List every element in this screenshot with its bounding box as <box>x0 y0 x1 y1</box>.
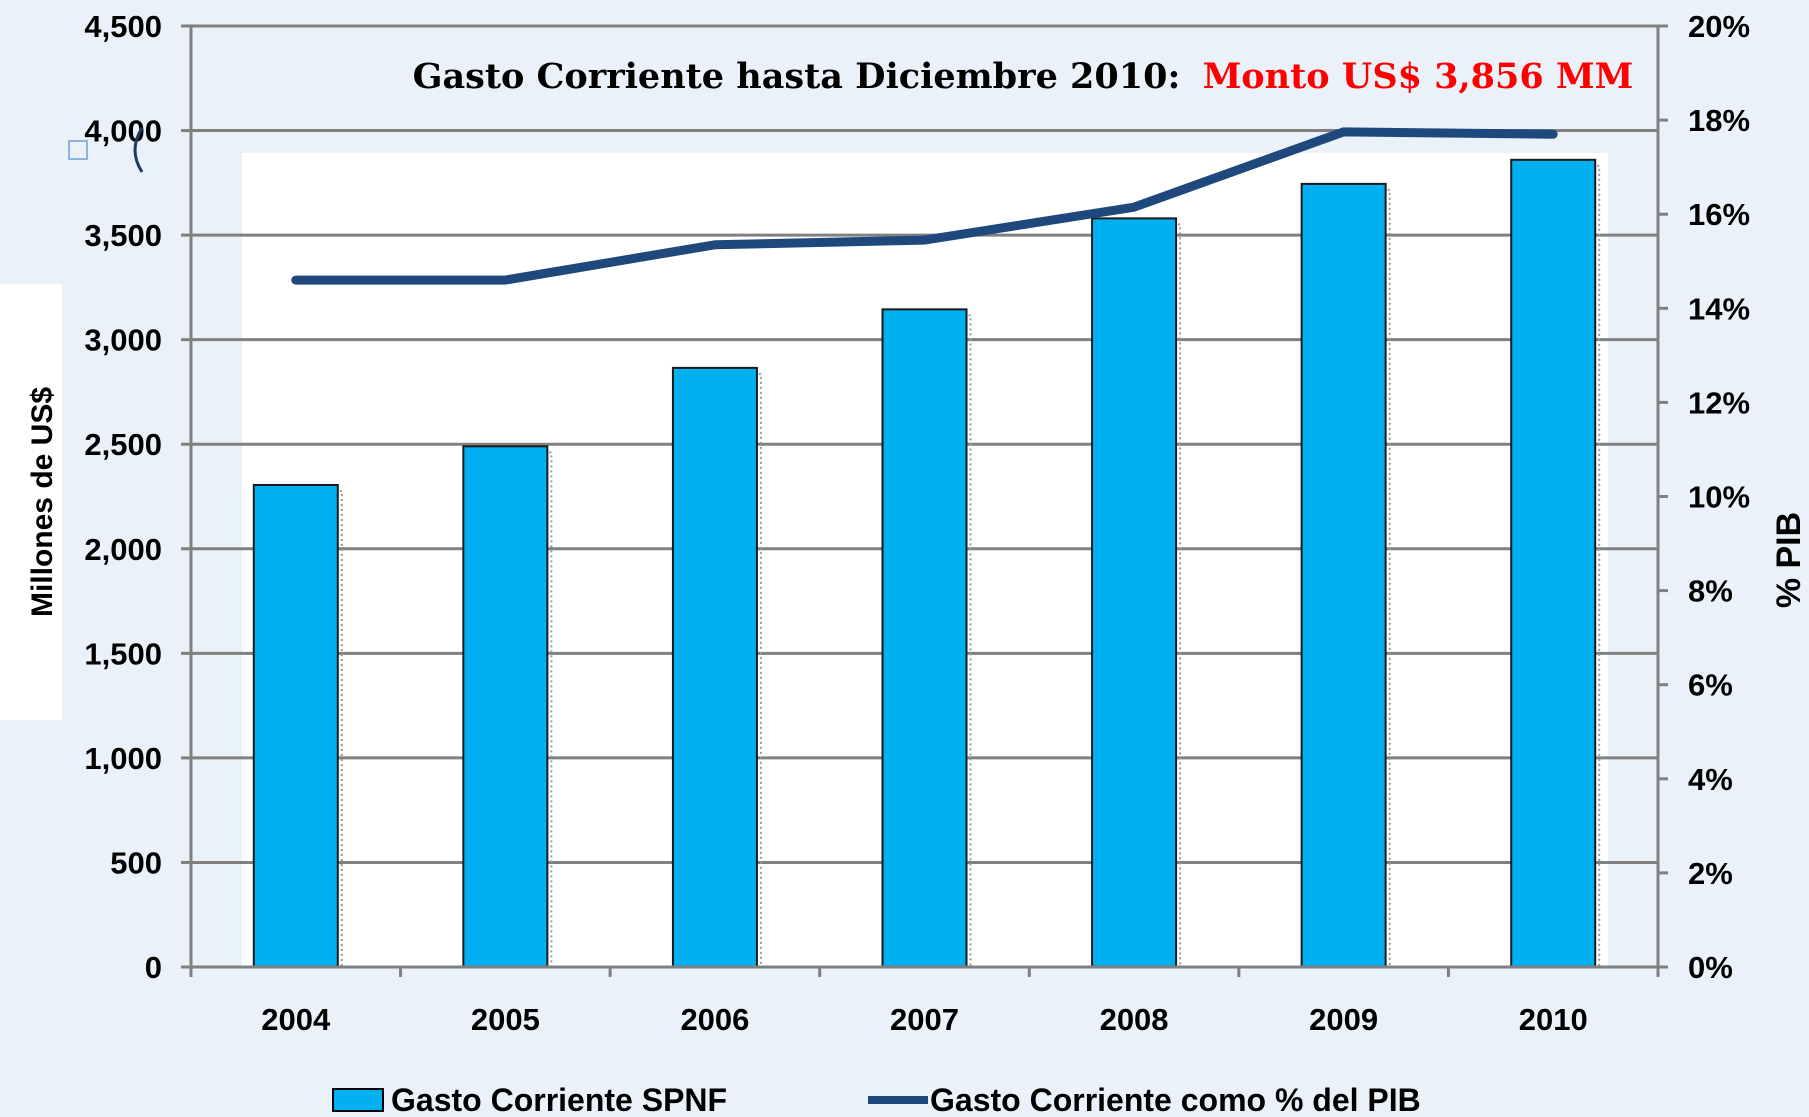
right-tick-label: 4% <box>1688 762 1733 797</box>
line-point <box>923 239 926 242</box>
left-tick-label: 1,500 <box>84 636 162 671</box>
left-tick-label: 4,000 <box>84 114 162 149</box>
line-series <box>291 127 1558 285</box>
left-tick-label: 500 <box>110 845 162 880</box>
x-tick-label: 2006 <box>680 1002 749 1037</box>
bar <box>1510 158 1597 968</box>
bar <box>671 366 758 968</box>
right-tick-label: 20% <box>1688 9 1750 44</box>
chart-title: Gasto Corriente hasta Diciembre 2010: Mo… <box>413 56 1634 97</box>
x-tick-label: 2010 <box>1519 1002 1588 1037</box>
line-point <box>504 279 507 282</box>
line-point <box>294 279 297 282</box>
left-tick-label: 2,500 <box>84 427 162 462</box>
right-tick-label: 6% <box>1688 668 1733 703</box>
left-tick-label: 3,500 <box>84 218 162 253</box>
placeholder-square-icon <box>68 140 88 160</box>
bar <box>1091 217 1178 969</box>
paren-mark-icon <box>133 127 144 173</box>
legend-swatch-bars <box>332 1088 384 1112</box>
right-tick-label: 16% <box>1688 197 1750 232</box>
bar <box>252 483 339 968</box>
x-tick-label: 2007 <box>890 1002 959 1037</box>
right-tick-label: 10% <box>1688 480 1750 515</box>
chart-title-main: Gasto Corriente hasta Diciembre 2010: <box>413 56 1181 97</box>
x-tick-label: 2005 <box>471 1002 540 1037</box>
right-tick-label: 8% <box>1688 574 1733 609</box>
left-tick-label: 3,000 <box>84 323 162 358</box>
legend-label-line: Gasto Corriente como % del PIB <box>930 1082 1421 1117</box>
right-tick-label: 0% <box>1688 950 1733 985</box>
bar-series <box>252 158 1601 969</box>
bar <box>881 308 968 968</box>
line-point <box>1342 130 1345 133</box>
y-axis-label-background <box>0 284 62 720</box>
right-tick-label: 12% <box>1688 385 1750 420</box>
right-axis-ticks: 0% 2% 4% 6% 8% 10% 12% 14% 16% 18% 20% <box>1658 9 1750 985</box>
x-tick-label: 2008 <box>1100 1002 1169 1037</box>
line-point <box>1552 133 1555 136</box>
left-tick-label: 4,500 <box>84 9 162 44</box>
left-axis-ticks: 0 500 1,000 1,500 2,000 2,500 3,000 3,500 4,000 4… <box>84 9 191 985</box>
right-tick-label: 2% <box>1688 856 1733 891</box>
bar <box>462 445 549 968</box>
x-tick-label: 2009 <box>1309 1002 1378 1037</box>
left-tick-label: 1,000 <box>84 741 162 776</box>
x-axis-ticks: 2004 2005 2006 2007 2008 2009 2010 <box>189 967 1660 1037</box>
legend: Gasto Corriente SPNF Gasto Corriente com… <box>332 1082 1421 1117</box>
y2-axis-label: % PIB <box>1770 512 1808 608</box>
left-tick-label: 2,000 <box>84 532 162 567</box>
legend-label-bars: Gasto Corriente SPNF <box>391 1082 727 1117</box>
x-tick-label: 2004 <box>261 1002 331 1037</box>
y-axis-label: Millones de US$ <box>26 387 59 617</box>
right-tick-label: 14% <box>1688 291 1750 326</box>
left-tick-label: 0 <box>145 950 162 985</box>
line-point <box>713 243 716 246</box>
line-point <box>1133 206 1136 209</box>
bar <box>1300 182 1387 968</box>
right-tick-label: 18% <box>1688 103 1750 138</box>
chart-title-highlight: Monto US$ 3,856 MM <box>1203 56 1634 97</box>
